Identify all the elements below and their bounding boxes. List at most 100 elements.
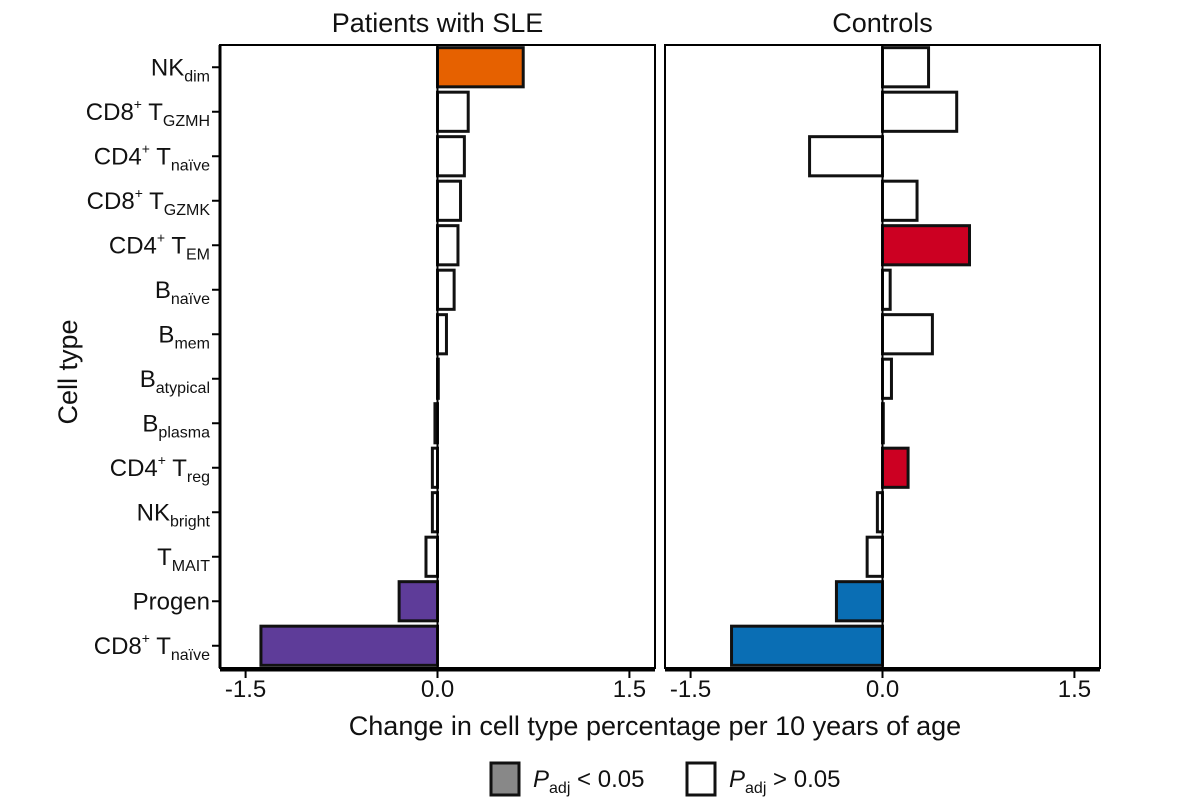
y-tick-label-6: Bmem	[158, 321, 210, 352]
y-tick-label-sub: dim	[184, 68, 210, 85]
bar-sle-13	[259, 624, 439, 667]
panel-patients-with-sle: Patients with SLE	[219, 8, 656, 669]
bar-sle-11	[424, 535, 439, 578]
y-tick-label-main: NK	[151, 54, 184, 81]
x-axis-title: Change in cell type percentage per 10 ye…	[349, 711, 961, 741]
bar-sle-5	[436, 268, 456, 311]
y-tick-label-sup: +	[157, 229, 165, 245]
y-tick-label-sup: +	[135, 185, 143, 201]
bar-controls-7	[881, 357, 893, 400]
bar-controls-4	[881, 224, 971, 267]
y-tick-label-main: CD8	[87, 188, 135, 215]
y-tick-label-1: CD8+ TGZMH	[86, 96, 210, 130]
y-tick-label-main: CD4	[94, 143, 142, 170]
y-tick-label-12: Progen	[133, 588, 210, 615]
legend-swatch-1	[685, 761, 717, 797]
y-tick-label-main: CD8	[94, 633, 142, 660]
y-tick-label-sub: GZMK	[164, 202, 211, 219]
x-tick-label-sle-1: 0.0	[421, 676, 454, 703]
y-tick-label-main: CD4	[110, 455, 158, 482]
y-tick-label-sup: +	[134, 96, 142, 112]
y-tick-label-sub: atypical	[156, 380, 210, 397]
legend-sub: adj	[745, 780, 766, 797]
y-tick-label-8: Bplasma	[142, 410, 210, 441]
bar-sle-2	[436, 135, 466, 178]
y-tick-label-main2: T	[142, 99, 163, 126]
y-tick-label-main2: T	[166, 455, 187, 482]
x-tick-label-sle-2: 1.5	[613, 676, 646, 703]
y-tick-label-sup: +	[158, 452, 166, 468]
y-tick-label-main: B	[155, 277, 171, 304]
bar-controls-13	[730, 624, 884, 667]
x-tick-label-controls-1: 0.0	[866, 676, 899, 703]
y-tick-label-main2: T	[150, 633, 171, 660]
y-tick-label-3: CD8+ TGZMK	[87, 185, 211, 219]
y-tick-label-sub: EM	[186, 246, 210, 263]
bar-controls-12	[834, 580, 884, 623]
legend-symbol: P	[729, 766, 745, 793]
y-tick-label-4: CD4+ TEM	[109, 229, 210, 263]
y-tick-label-sup: +	[142, 140, 150, 156]
y-tick-label-2: CD4+ Tnaïve	[94, 140, 210, 174]
y-tick-label-sub: mem	[174, 335, 210, 352]
y-tick-label-main: B	[142, 410, 158, 437]
y-tick-label-main: Progen	[133, 588, 210, 615]
y-tick-label-sub: reg	[187, 469, 210, 486]
y-tick-label-0: NKdim	[151, 54, 210, 85]
y-tick-label-main: T	[157, 544, 172, 571]
bar-controls-2	[808, 135, 885, 178]
legend-label-1: Padj > 0.05	[729, 766, 840, 797]
x-tick-label-sle-0: -1.5	[225, 676, 266, 703]
bar-sle-4	[436, 224, 460, 267]
bar-controls-6	[881, 313, 934, 356]
y-tick-label-main2: T	[143, 188, 164, 215]
y-tick-label-5: Bnaïve	[155, 277, 210, 308]
bar-sle-12	[397, 580, 439, 623]
legend-text: < 0.05	[570, 766, 644, 793]
x-axes: -1.5 0.0 1.5 -1.5 0.0 1.5	[220, 668, 1100, 703]
panel-title-controls: Controls	[832, 8, 933, 38]
bars-sle	[259, 46, 525, 667]
y-tick-label-sub: naïve	[171, 647, 210, 664]
y-tick-label-9: CD4+ Treg	[110, 452, 210, 486]
panel-title-sle: Patients with SLE	[332, 8, 544, 38]
legend: Padj < 0.05 Padj > 0.05	[489, 761, 840, 797]
bar-controls-3	[881, 179, 919, 222]
y-tick-label-sub: MAIT	[172, 558, 210, 575]
legend-label-0: Padj < 0.05	[533, 766, 644, 797]
bar-controls-11	[865, 535, 884, 578]
bar-sle-3	[436, 179, 463, 222]
legend-text: > 0.05	[766, 766, 840, 793]
bar-sle-0	[436, 46, 525, 89]
panel-controls: Controls	[664, 8, 1101, 669]
legend-swatch-0	[489, 761, 521, 797]
y-tick-label-sub: naïve	[171, 157, 210, 174]
y-tick-label-main: B	[158, 321, 174, 348]
y-tick-label-sub: naïve	[171, 291, 210, 308]
bars-controls	[730, 46, 971, 667]
x-tick-label-controls-0: -1.5	[670, 676, 711, 703]
y-tick-label-sup: +	[142, 630, 150, 646]
y-tick-label-11: TMAIT	[157, 544, 210, 575]
y-tick-label-13: CD8+ Tnaïve	[94, 630, 210, 664]
y-tick-label-main: B	[140, 366, 156, 393]
y-tick-label-sub: bright	[170, 513, 211, 530]
legend-sub: adj	[549, 780, 570, 797]
y-axis-title: Cell type	[53, 319, 83, 424]
bar-controls-9	[881, 446, 910, 489]
y-tick-label-7: Batypical	[140, 366, 210, 397]
y-tick-label-sub: plasma	[158, 424, 210, 441]
bar-controls-1	[881, 90, 959, 133]
bar-sle-1	[436, 90, 470, 133]
y-tick-label-sub: GZMH	[163, 113, 210, 130]
bar-controls-0	[881, 46, 931, 89]
y-tick-label-10: NKbright	[137, 499, 211, 530]
bar-controls-5	[881, 268, 892, 311]
y-tick-label-main2: T	[165, 232, 186, 259]
y-tick-label-main: CD4	[109, 232, 157, 259]
y-tick-label-main2: T	[150, 143, 171, 170]
x-tick-label-controls-2: 1.5	[1058, 676, 1091, 703]
legend-symbol: P	[533, 766, 549, 793]
